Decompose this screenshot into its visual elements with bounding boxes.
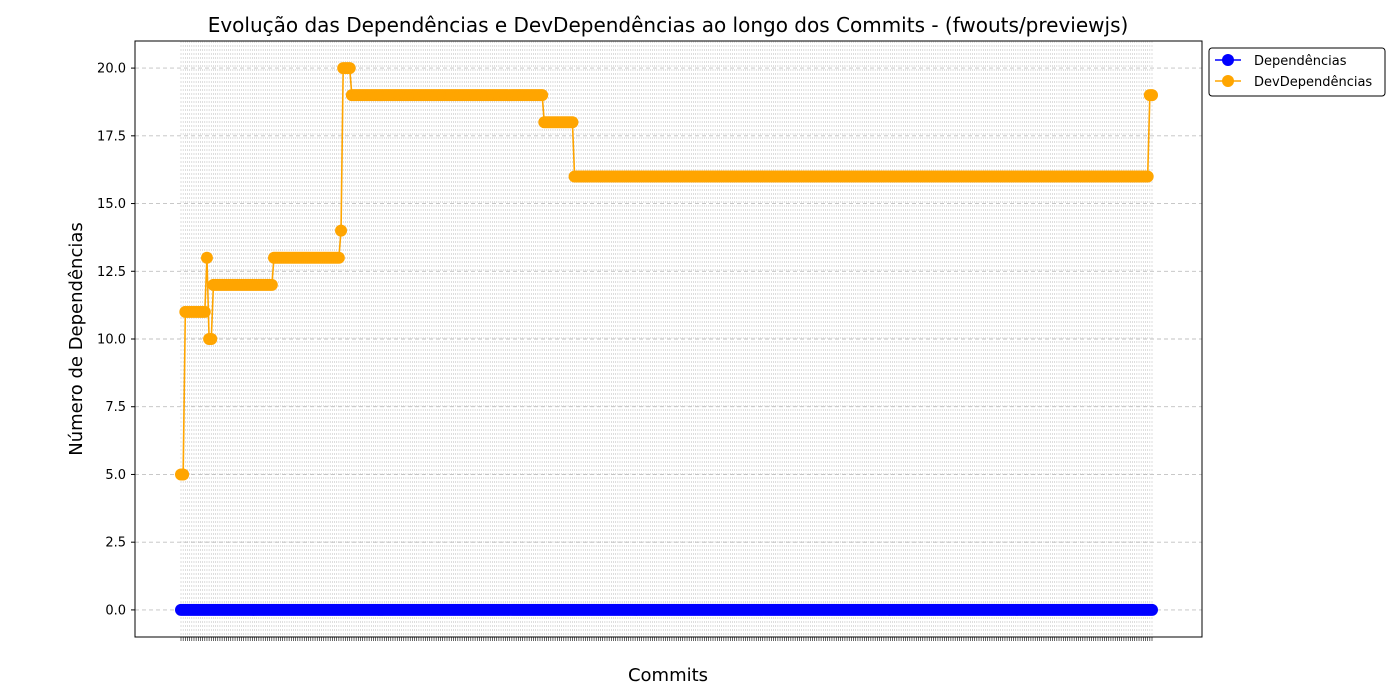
data-point — [198, 305, 211, 318]
y-tick-label: 15.0 — [97, 197, 126, 212]
y-tick-label: 20.0 — [97, 62, 126, 77]
y-tick-label: 5.0 — [105, 468, 126, 483]
legend-label-dependencias: Dependências — [1254, 54, 1347, 69]
chart-title: Evolução das Dependências e DevDependênc… — [208, 13, 1129, 37]
data-point — [343, 62, 356, 75]
horizontal-grid — [135, 67, 1202, 611]
data-point — [536, 89, 549, 102]
data-point — [566, 116, 579, 129]
data-point — [1146, 603, 1158, 616]
y-tick-label: 10.0 — [97, 333, 126, 348]
series-layer — [175, 62, 1158, 616]
y-tick-label: 0.0 — [105, 603, 126, 618]
y-tick-label: 12.5 — [97, 265, 126, 280]
legend: Dependências DevDependências — [1208, 47, 1386, 97]
y-axis: 0.0 2.5 5.0 7.5 10.0 12.5 15.0 17.5 20.0 — [97, 62, 135, 618]
data-point — [332, 251, 345, 264]
legend-marker-devdependencias — [1222, 75, 1234, 87]
y-axis-label: Número de Dependências — [66, 222, 87, 456]
data-point — [200, 251, 213, 264]
data-point — [177, 468, 190, 481]
series-0 — [175, 603, 1158, 616]
series-1 — [175, 62, 1158, 481]
data-point — [1141, 170, 1154, 183]
legend-box — [1208, 47, 1386, 97]
data-point — [205, 333, 218, 345]
y-tick-label: 7.5 — [105, 400, 126, 415]
legend-marker-dependencias — [1222, 54, 1234, 66]
y-tick-label: 17.5 — [97, 129, 126, 144]
x-axis-label: Commits — [628, 665, 708, 686]
legend-label-devdependencias: DevDependências — [1254, 75, 1372, 90]
x-axis — [180, 637, 1153, 641]
data-point — [1146, 89, 1158, 102]
data-point — [335, 224, 348, 237]
y-tick-label: 2.5 — [105, 536, 126, 551]
data-point — [265, 278, 278, 291]
